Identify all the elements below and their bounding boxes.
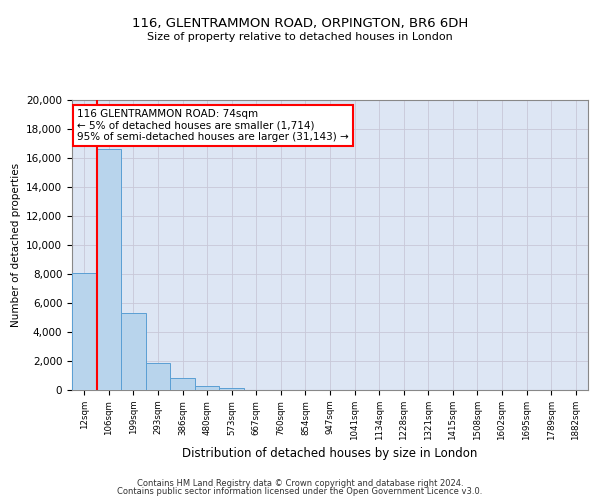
Bar [97,150,121,390]
Bar [72,272,97,390]
X-axis label: Distribution of detached houses by size in London: Distribution of detached houses by size … [182,447,478,460]
Bar [170,378,195,390]
Text: Contains HM Land Registry data © Crown copyright and database right 2024.: Contains HM Land Registry data © Crown c… [137,478,463,488]
Y-axis label: Number of detached properties: Number of detached properties [11,163,20,327]
Bar [195,386,220,390]
Text: Size of property relative to detached houses in London: Size of property relative to detached ho… [147,32,453,42]
Text: 116 GLENTRAMMON ROAD: 74sqm
← 5% of detached houses are smaller (1,714)
95% of s: 116 GLENTRAMMON ROAD: 74sqm ← 5% of deta… [77,108,349,142]
Text: 116, GLENTRAMMON ROAD, ORPINGTON, BR6 6DH: 116, GLENTRAMMON ROAD, ORPINGTON, BR6 6D… [132,18,468,30]
Bar [220,388,244,390]
Text: Contains public sector information licensed under the Open Government Licence v3: Contains public sector information licen… [118,487,482,496]
Bar [146,363,170,390]
Bar [121,313,146,390]
